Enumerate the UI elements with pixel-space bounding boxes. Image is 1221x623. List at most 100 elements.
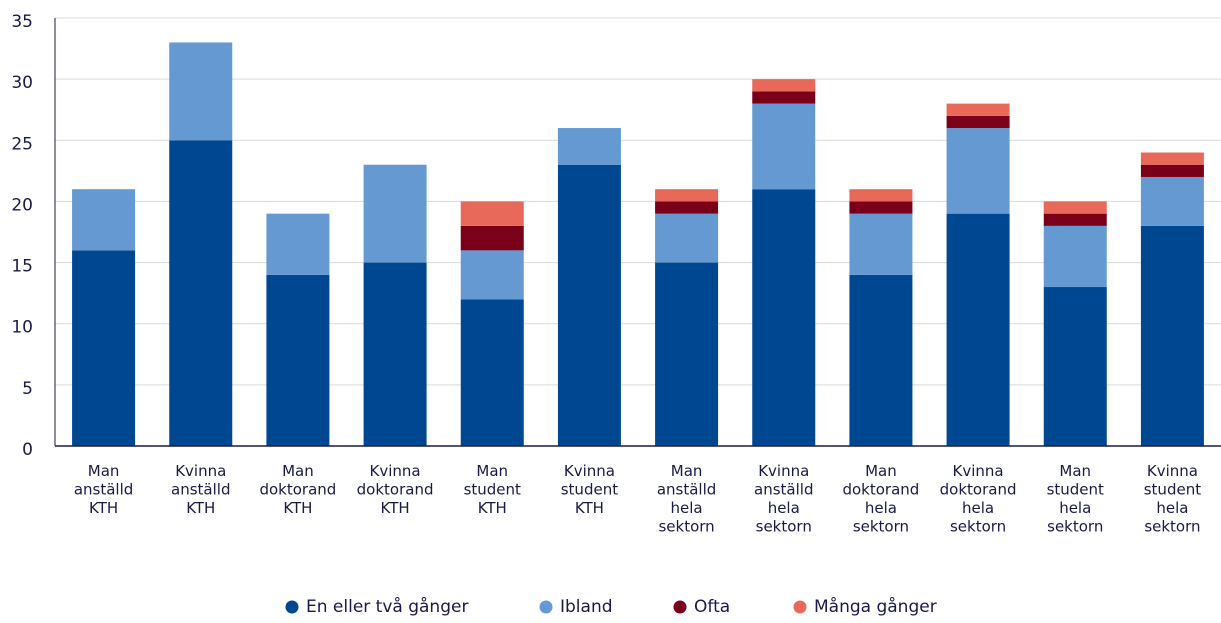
x-tick-line: Kvinna <box>175 462 226 480</box>
x-tick-line: Man <box>1059 462 1091 480</box>
x-tick-line: hela <box>1156 499 1188 517</box>
legend-label: Många gånger <box>814 596 937 617</box>
x-tick-label: Man doktorand KTH <box>259 462 336 517</box>
bar-segment <box>946 115 1010 129</box>
bar-segment <box>72 189 136 251</box>
x-tick-line: KTH <box>283 499 312 517</box>
x-tick-line: anställd <box>74 480 133 498</box>
bar-segment <box>655 201 719 214</box>
x-tick-line: student <box>464 480 521 498</box>
y-tick-label: 10 <box>11 318 33 338</box>
x-tick-line: doktorand <box>259 480 336 498</box>
x-tick-line: Man <box>865 462 897 480</box>
bar-segment <box>72 250 136 446</box>
x-tick-line: sektorn <box>853 517 909 535</box>
x-tick-line: hela <box>1059 499 1091 517</box>
bar-segment <box>1043 213 1107 226</box>
y-tick-label: 5 <box>22 379 33 399</box>
x-tick-line: Kvinna <box>564 462 615 480</box>
bar-segment <box>946 213 1010 446</box>
legend-label: Ibland <box>560 597 613 617</box>
bar-segment <box>1140 152 1204 165</box>
x-tick-line: Kvinna <box>370 462 421 480</box>
x-tick-label: Kvinna student hela sektorn <box>1144 462 1201 536</box>
bar-segment <box>1140 164 1204 177</box>
y-tick-label: 30 <box>11 73 33 93</box>
bar-segment <box>1043 287 1107 446</box>
x-tick-label: Kvinna anställd hela sektorn <box>754 462 813 536</box>
x-tick-line: hela <box>768 499 800 517</box>
x-tick-label: Man student KTH <box>464 462 521 517</box>
x-tick-label: Man anställd KTH <box>74 462 133 517</box>
x-tick-line: anställd <box>754 480 813 498</box>
bar-segment <box>655 213 719 263</box>
x-tick-label: Man student hela sektorn <box>1047 462 1104 536</box>
x-tick-line: doktorand <box>940 480 1017 498</box>
x-tick-line: Man <box>671 462 703 480</box>
x-tick-label: Kvinna doktorand hela sektorn <box>940 462 1017 536</box>
y-tick-label: 35 <box>11 12 33 32</box>
bar-segment <box>655 189 719 202</box>
x-tick-line: sektorn <box>756 517 812 535</box>
x-tick-line: anställd <box>171 480 230 498</box>
bar-segment <box>946 103 1010 116</box>
x-tick-line: doktorand <box>357 480 434 498</box>
bar-segment <box>849 189 913 202</box>
bar-segment <box>655 262 719 446</box>
x-tick-line: KTH <box>478 499 507 517</box>
legend-label: En eller två gånger <box>306 596 468 617</box>
bar-segment <box>557 164 621 446</box>
x-tick-line: Man <box>476 462 508 480</box>
x-tick-label: Man anställd hela sektorn <box>657 462 716 536</box>
x-tick-line: doktorand <box>842 480 919 498</box>
x-tick-line: Man <box>282 462 314 480</box>
bar-segment <box>752 103 816 190</box>
x-tick-label: Kvinna student KTH <box>561 462 618 517</box>
y-tick-label: 0 <box>22 440 33 460</box>
x-tick-line: hela <box>865 499 897 517</box>
bar-segment <box>752 91 816 104</box>
bar-segment <box>169 42 233 141</box>
legend-swatch <box>793 600 807 614</box>
x-tick-line: sektorn <box>950 517 1006 535</box>
x-tick-line: KTH <box>89 499 118 517</box>
bar-segment <box>266 274 330 446</box>
x-tick-label: Man doktorand hela sektorn <box>842 462 919 536</box>
x-tick-line: hela <box>671 499 703 517</box>
x-tick-line: hela <box>962 499 994 517</box>
x-tick-line: sektorn <box>1144 517 1200 535</box>
legend-swatch <box>285 600 299 614</box>
bar-segment <box>1043 201 1107 214</box>
bar-segment <box>849 201 913 214</box>
y-tick-label: 15 <box>11 257 33 277</box>
bar-segment <box>1043 225 1107 288</box>
x-tick-line: KTH <box>575 499 604 517</box>
x-tick-line: Kvinna <box>953 462 1004 480</box>
x-tick-line: Man <box>88 462 120 480</box>
bar-segment <box>266 213 330 275</box>
legend-label: Ofta <box>694 597 730 617</box>
x-tick-line: anställd <box>657 480 716 498</box>
bar-segment <box>460 225 524 251</box>
bar-segment <box>1140 176 1204 226</box>
x-tick-line: KTH <box>186 499 215 517</box>
x-tick-line: student <box>1047 480 1104 498</box>
x-tick-label: Kvinna doktorand KTH <box>357 462 434 517</box>
bar-segment <box>946 128 1010 214</box>
bar-segment <box>557 128 621 165</box>
legend-swatch <box>539 600 553 614</box>
bar-segment <box>849 274 913 446</box>
x-tick-line: sektorn <box>658 517 714 535</box>
bar-segment <box>363 262 427 446</box>
x-tick-line: student <box>1144 480 1201 498</box>
bar-segment <box>752 189 816 446</box>
bar-segment <box>460 250 524 300</box>
x-tick-line: sektorn <box>1047 517 1103 535</box>
bar-segment <box>169 140 233 447</box>
y-tick-label: 20 <box>11 195 33 215</box>
x-tick-line: KTH <box>381 499 410 517</box>
bar-segment <box>460 201 524 226</box>
x-tick-line: student <box>561 480 618 498</box>
x-tick-label: Kvinna anställd KTH <box>171 462 230 517</box>
